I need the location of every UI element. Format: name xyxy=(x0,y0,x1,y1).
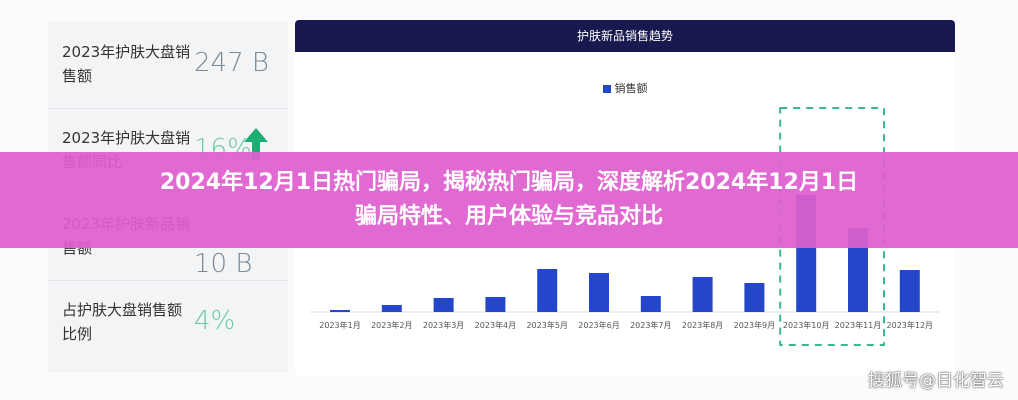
x-tick-label: 2023年4月 xyxy=(475,320,516,330)
x-tick-label: 2023年3月 xyxy=(423,320,464,330)
title-banner: 2024年12月1日热门骗局，揭秘热门骗局，深度解析2024年12月1日 骗局特… xyxy=(0,152,1018,248)
bar xyxy=(640,296,661,312)
x-tick-label: 2023年2月 xyxy=(371,320,412,330)
x-tick-label: 2023年1月 xyxy=(319,320,360,330)
stat-value: 4% xyxy=(194,306,236,336)
x-tick-label: 2023年9月 xyxy=(734,320,775,330)
x-tick-label: 2023年10月 xyxy=(783,320,830,330)
up-arrow-icon xyxy=(244,128,268,160)
watermark: 搜狐号@日化智云 xyxy=(868,371,1004,391)
x-tick-label: 2023年11月 xyxy=(835,320,882,330)
legend-swatch xyxy=(602,85,611,93)
stat-total-sales: 2023年护肤大盘销售额 247 B xyxy=(48,22,288,109)
bar xyxy=(692,277,713,312)
bar xyxy=(589,273,609,312)
x-tick-label: 2023年6月 xyxy=(578,320,619,330)
x-tick-label: 2023年12月 xyxy=(887,320,934,330)
stat-value: 10 B xyxy=(194,249,253,279)
stat-value: 247 B xyxy=(194,48,269,78)
bar xyxy=(381,305,402,312)
bar xyxy=(330,310,350,312)
bar xyxy=(433,298,454,312)
banner-line-1: 2024年12月1日热门骗局，揭秘热门骗局，深度解析2024年12月1日 xyxy=(159,170,859,195)
chart-title: 护肤新品销售趋势 xyxy=(295,20,955,52)
banner-line-2: 骗局特性、用户体验与竞品对比 xyxy=(354,204,663,229)
bar xyxy=(848,228,868,312)
stat-share: 占护肤大盘销售额比例 4% xyxy=(48,280,288,366)
chart-legend: 销售额 xyxy=(295,80,955,96)
bar xyxy=(485,297,506,312)
bar xyxy=(537,269,558,312)
stat-label: 2023年护肤大盘销售额 xyxy=(62,43,191,85)
bar xyxy=(744,283,765,312)
x-tick-label: 2023年5月 xyxy=(526,320,567,330)
bar xyxy=(899,270,920,312)
x-tick-label: 2023年8月 xyxy=(682,320,723,330)
stat-label: 占护肤大盘销售额比例 xyxy=(62,301,183,343)
x-tick-label: 2023年7月 xyxy=(630,320,671,330)
chart-plot: 2023年1月 2023年2月 2023年3月 2023年4月 2023年5月 2023年… xyxy=(310,107,940,346)
legend-label: 销售额 xyxy=(614,82,648,95)
